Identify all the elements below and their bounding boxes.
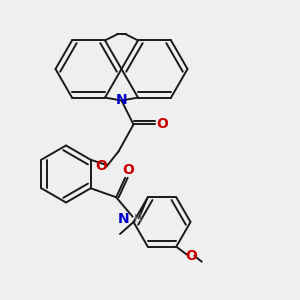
Text: N: N bbox=[116, 94, 127, 107]
Text: O: O bbox=[122, 163, 134, 177]
Text: O: O bbox=[185, 249, 197, 263]
Text: N: N bbox=[118, 212, 130, 226]
Text: O: O bbox=[156, 118, 168, 131]
Text: H: H bbox=[134, 214, 142, 224]
Text: O: O bbox=[95, 160, 107, 173]
